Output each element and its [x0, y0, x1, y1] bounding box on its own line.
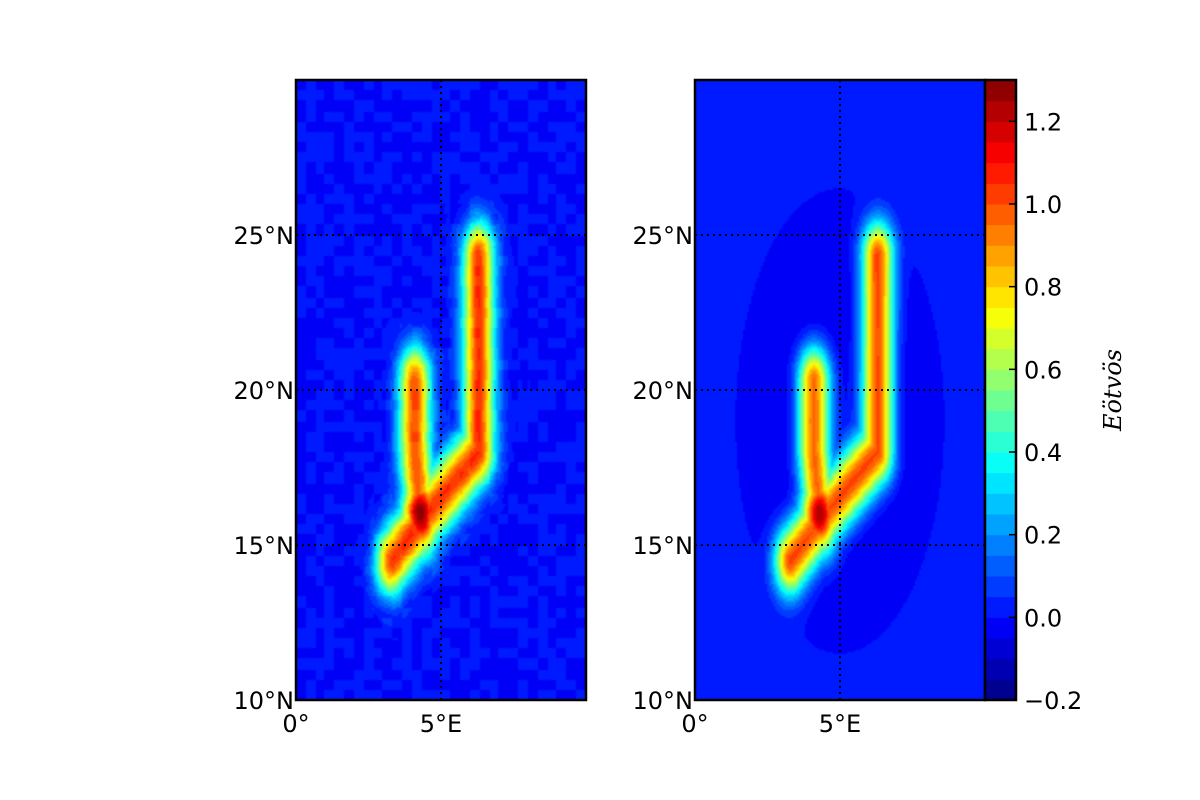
colorbar-band — [985, 245, 1016, 267]
colorbar-band — [985, 493, 1016, 515]
colorbar-band — [985, 390, 1016, 412]
colorbar-band — [985, 658, 1016, 680]
colorbar-band — [985, 410, 1016, 432]
colorbar-band — [985, 679, 1016, 701]
colorbar-band — [985, 204, 1016, 226]
panel-left-frame — [294, 78, 588, 702]
panel-left-frame-rect — [294, 78, 588, 702]
colorbar-bands — [983, 78, 1018, 702]
panel-left: 0° 5°E 10°N 15°N 20°N 25°N — [234, 78, 588, 738]
x-tick-label: 5°E — [819, 710, 861, 738]
colorbar-tick-label: −0.2 — [1024, 687, 1082, 715]
panel-left-ticks: 0° 5°E 10°N 15°N 20°N 25°N — [234, 222, 463, 738]
y-tick-label: 15°N — [234, 532, 295, 560]
colorbar-band — [985, 617, 1016, 639]
colorbar-tick-label: 0.8 — [1024, 274, 1062, 302]
y-tick-label: 15°N — [633, 532, 694, 560]
y-tick-label: 20°N — [633, 377, 694, 405]
colorbar-band — [985, 142, 1016, 164]
colorbar-band — [985, 369, 1016, 391]
colorbar-band — [985, 555, 1016, 577]
colorbar-tick-label: 0.6 — [1024, 356, 1062, 384]
colorbar-band — [985, 286, 1016, 308]
y-tick-label: 25°N — [234, 222, 295, 250]
y-tick-label: 10°N — [633, 687, 694, 715]
colorbar-frame — [983, 78, 1018, 702]
colorbar-band — [985, 121, 1016, 143]
y-tick-label: 10°N — [234, 687, 295, 715]
colorbar-band — [985, 638, 1016, 660]
colorbar-tick-label: 1.2 — [1024, 108, 1062, 136]
colorbar-band — [985, 514, 1016, 536]
colorbar-band — [985, 183, 1016, 205]
colorbar-band — [985, 596, 1016, 618]
colorbar-tick-label: 1.0 — [1024, 191, 1062, 219]
colorbar-band — [985, 452, 1016, 474]
panel-right-grid — [695, 80, 985, 700]
colorbar-band — [985, 534, 1016, 556]
colorbar-band — [985, 224, 1016, 246]
colorbar-band — [985, 472, 1016, 494]
colorbar-band — [985, 348, 1016, 370]
colorbar-band — [985, 80, 1016, 102]
x-tick-label: 0° — [282, 710, 309, 738]
colorbar-band — [985, 576, 1016, 598]
colorbar-band — [985, 266, 1016, 288]
colorbar-band — [985, 100, 1016, 122]
x-tick-label: 5°E — [420, 710, 462, 738]
colorbar-band — [985, 307, 1016, 329]
y-tick-label: 20°N — [234, 377, 295, 405]
panel-right-ticks: 0° 5°E 10°N 15°N 20°N 25°N — [633, 222, 862, 738]
colorbar-tick-label: 0.2 — [1024, 522, 1062, 550]
colorbar: −0.2 0.0 0.2 0.4 0.6 0.8 1.0 1.2 Eötvös — [983, 78, 1127, 715]
colorbar-band — [985, 328, 1016, 350]
panel-right: 0° 5°E 10°N 15°N 20°N 25°N — [633, 78, 987, 738]
colorbar-tick-label: 0.0 — [1024, 604, 1062, 632]
panel-left-grid — [296, 80, 586, 700]
colorbar-tick-label: 0.4 — [1024, 439, 1062, 467]
colorbar-label: Eötvös — [1099, 349, 1127, 432]
colorbar-band — [985, 431, 1016, 453]
colorbar-band — [985, 162, 1016, 184]
colorbar-ticks: −0.2 0.0 0.2 0.4 0.6 0.8 1.0 1.2 — [1009, 108, 1082, 715]
y-tick-label: 25°N — [633, 222, 694, 250]
x-tick-label: 0° — [681, 710, 708, 738]
